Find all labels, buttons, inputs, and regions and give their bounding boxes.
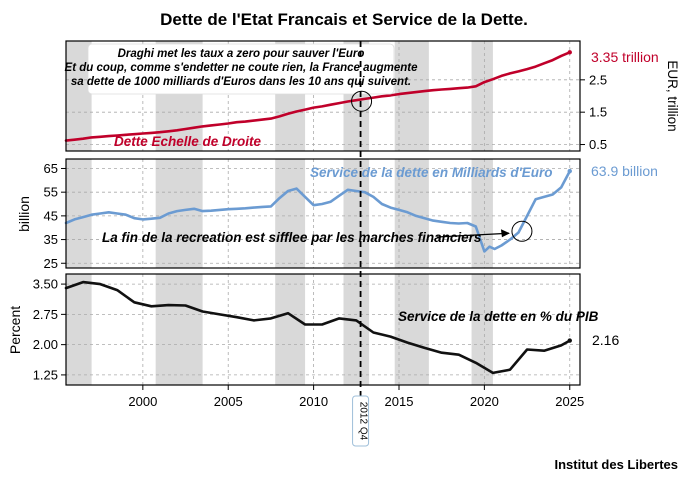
shaded-period — [155, 159, 203, 268]
chart-title: Dette de l'Etat Francais et Service de l… — [160, 10, 528, 29]
credit-label: Institut des Libertes — [554, 457, 678, 472]
panel-pct: 1.25 2.00 2.75 3.50 2.16 Percent Service de la… — [7, 273, 619, 386]
x-tick-label: 2015 — [385, 394, 414, 409]
y-tick-label: 1.25 — [33, 367, 58, 382]
panel-service: 25 35 45 55 65 63.9 billion billion Service de … — [16, 158, 658, 271]
annotation-arrow — [436, 232, 509, 238]
series-label: Service de la dette en Milliards d'Euro — [310, 165, 553, 180]
y-tick-label: 65 — [44, 161, 58, 176]
x-tick-label: 2010 — [299, 394, 328, 409]
shaded-period — [471, 274, 493, 385]
series-label: Service de la dette en % du PIB — [398, 309, 599, 324]
x-tick-label: 2020 — [470, 394, 499, 409]
y-tick-label: 55 — [44, 185, 58, 200]
panel-frame — [65, 158, 581, 269]
y-tick-label: 45 — [44, 208, 58, 223]
shaded-period — [471, 41, 493, 151]
last-point-debt — [567, 50, 572, 55]
shaded-period — [471, 159, 493, 268]
y-tick-label: 2.5 — [589, 72, 607, 87]
note-box — [87, 43, 395, 95]
last-value-label: 3.35 trillion — [591, 49, 659, 65]
shaded-period — [66, 41, 92, 151]
y-axis-title: billion — [16, 196, 32, 232]
highlight-circle — [351, 90, 373, 112]
note-line: Et du coup, comme s'endetter ne coute ri… — [65, 62, 419, 74]
last-point-service — [567, 168, 572, 174]
series-label: Dette Echelle de Droite — [114, 134, 262, 149]
y-tick-label: 1.5 — [589, 105, 607, 120]
shaded-period — [275, 159, 306, 268]
last-value-label: 2.16 — [592, 332, 619, 348]
panel-frame — [65, 40, 581, 152]
series-line-service — [64, 169, 572, 253]
marker-label-box — [352, 395, 370, 447]
series-line-pct — [64, 280, 572, 375]
last-value-label: 63.9 billion — [591, 163, 658, 179]
shaded-period — [155, 274, 203, 385]
shaded-period — [394, 41, 429, 151]
shaded-period — [66, 274, 92, 385]
note-line: Draghi met les taux a zero pour sauver l… — [118, 48, 365, 60]
panel-debt: 0.5 1.5 2.5 3.35 trillion EUR, trillion Dette… — [64, 40, 680, 152]
y-tick-label: 35 — [44, 232, 58, 247]
shaded-period — [343, 159, 370, 268]
x-tick-label: 2000 — [128, 394, 157, 409]
y-tick-label: 0.5 — [589, 137, 607, 152]
annotation-text: La fin de la recreation est sifflee par … — [102, 230, 482, 245]
panel-frame — [65, 273, 581, 386]
last-point-pct — [567, 338, 572, 343]
y-axis-title: Percent — [7, 306, 23, 354]
shaded-period — [394, 274, 429, 385]
note-line: sa dette de 1000 milliards d'Euros dans … — [71, 76, 411, 88]
x-tick-label: 2005 — [214, 394, 243, 409]
y-tick-label: 25 — [44, 256, 58, 271]
highlight-circle — [511, 220, 533, 242]
y-tick-label: 2.75 — [33, 307, 58, 322]
annotation-arrowhead — [500, 229, 510, 238]
shaded-period — [275, 274, 306, 385]
x-tick-label: 2025 — [555, 394, 584, 409]
y-tick-label: 3.50 — [33, 277, 58, 292]
marker-label: 2012 Q4 — [358, 402, 369, 441]
y-axis-title: EUR, trillion — [665, 60, 680, 131]
shaded-period — [66, 159, 92, 268]
chart-panels: 0.5 1.5 2.5 3.35 trillion EUR, trillion Dette… — [7, 40, 680, 447]
series-line-debt — [64, 51, 572, 142]
y-tick-label: 2.00 — [33, 337, 58, 352]
shaded-period — [343, 274, 370, 385]
